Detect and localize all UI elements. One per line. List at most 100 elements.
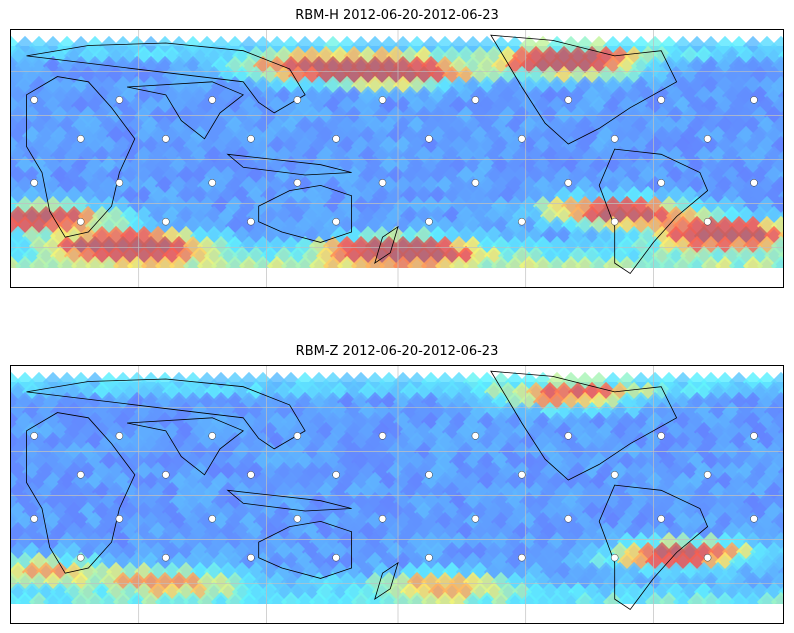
field-tile: [147, 145, 169, 167]
field-tile: [133, 185, 155, 207]
field-tile: [588, 551, 610, 573]
field-tile: [588, 531, 610, 553]
field-tile: [525, 461, 547, 483]
field-tile: [609, 381, 631, 403]
field-tile: [742, 431, 764, 453]
field-tile: [588, 491, 610, 513]
field-tile: [217, 85, 239, 107]
field-tile: [182, 215, 204, 237]
field-tile: [679, 245, 701, 267]
field-tile: [665, 85, 687, 107]
field-tile: [686, 491, 708, 513]
field-tile: [105, 461, 127, 483]
field-tile: [651, 521, 673, 543]
field-tile: [686, 195, 708, 217]
field-tile: [546, 511, 568, 533]
field-tile: [182, 511, 204, 533]
field-tile: [770, 235, 783, 257]
field-tile: [63, 225, 85, 247]
field-tile: [707, 421, 729, 443]
field-tile: [546, 115, 568, 137]
field-tile: [581, 381, 603, 403]
field-tile: [707, 245, 729, 267]
field-tile: [595, 381, 617, 403]
field-tile: [203, 165, 225, 187]
field-tile: [210, 215, 232, 237]
field-tile: [707, 441, 729, 463]
field-tile: [595, 45, 617, 67]
field-tile: [616, 531, 638, 553]
field-tile: [532, 551, 554, 573]
field-tile: [224, 531, 246, 553]
coastline: [374, 225, 399, 265]
field-tile: [140, 531, 162, 553]
field-tile: [735, 481, 757, 503]
field-tile: [742, 531, 764, 553]
field-tile: [119, 205, 141, 227]
field-tile: [707, 105, 729, 127]
field-tile: [217, 581, 239, 603]
field-tile: [770, 75, 783, 97]
field-tile: [105, 481, 127, 503]
station-marker: [471, 96, 480, 104]
field-tile: [56, 35, 78, 57]
field-tile: [602, 155, 624, 177]
field-tile: [672, 135, 694, 157]
field-tile: [644, 75, 666, 97]
field-tile: [210, 551, 232, 573]
field-tile: [735, 185, 757, 207]
field-tile: [595, 245, 617, 267]
field-tile: [42, 551, 64, 573]
station-marker: [76, 471, 85, 479]
field-tile: [168, 195, 190, 217]
field-tile: [728, 411, 750, 433]
field-tile: [84, 511, 106, 533]
field-tile: [84, 391, 106, 413]
field-tile: [42, 451, 64, 473]
field-tile: [546, 75, 568, 97]
field-tile: [224, 135, 246, 157]
field-tile: [749, 125, 771, 147]
field-tile: [707, 185, 729, 207]
field-tile: [35, 521, 57, 543]
field-tile: [119, 481, 141, 503]
field-tile: [714, 215, 736, 237]
field-tile: [154, 95, 176, 117]
field-tile: [189, 521, 211, 543]
field-tile: [637, 381, 659, 403]
field-tile: [161, 65, 183, 87]
field-tile: [560, 411, 582, 433]
field-tile: [196, 215, 218, 237]
field-tile: [623, 581, 645, 603]
field-tile: [70, 235, 92, 257]
field-tile: [560, 371, 582, 393]
field-tile: [602, 235, 624, 257]
field-tile: [651, 441, 673, 463]
station-marker: [332, 471, 340, 479]
field-tile: [70, 155, 92, 177]
field-tile: [196, 371, 218, 393]
field-tile: [756, 35, 778, 57]
field-tile: [63, 381, 85, 403]
field-tile: [588, 135, 610, 157]
field-tile: [574, 431, 596, 453]
field-tile: [49, 541, 71, 563]
field-tile: [539, 145, 561, 167]
field-tile: [560, 571, 582, 593]
field-tile: [707, 381, 729, 403]
field-tile: [679, 381, 701, 403]
field-tile: [630, 591, 652, 613]
field-tile: [539, 225, 561, 247]
field-tile: [672, 571, 694, 593]
field-tile: [210, 471, 232, 493]
field-tile: [525, 185, 547, 207]
field-tile: [700, 175, 722, 197]
field-tile: [770, 115, 783, 137]
station-marker: [425, 471, 433, 479]
field-tile: [112, 571, 134, 593]
field-tile: [140, 135, 162, 157]
field-tile: [623, 225, 645, 247]
field-tile: [203, 45, 225, 67]
station-marker: [208, 179, 216, 187]
field-tile: [231, 581, 253, 603]
